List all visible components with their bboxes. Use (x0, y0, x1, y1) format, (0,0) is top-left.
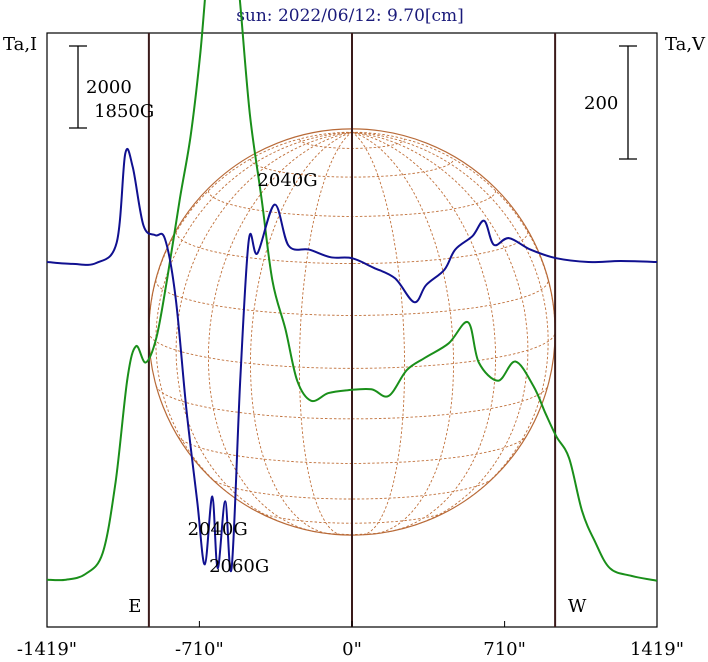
marker-label: W (568, 596, 587, 617)
annotation-label: 2040G (188, 519, 248, 540)
series-green-line (46, 0, 658, 582)
annotation-label: 1850G (94, 101, 154, 122)
longitude-line (351, 131, 497, 533)
annotations: 1850G 2040G 2040G 2060G (94, 101, 318, 577)
longitude-line (249, 131, 353, 535)
longitude-line (351, 131, 455, 535)
series-blue-line (46, 147, 658, 573)
scale-bar-label: 2000 (86, 77, 132, 98)
left-axis-label: Ta,I (3, 34, 37, 55)
annotation-label: 2060G (209, 556, 269, 577)
x-tick-label: 1419" (630, 639, 684, 660)
longitude-line (207, 131, 353, 533)
x-tick-label: 0" (342, 639, 362, 660)
longitude-line (351, 131, 406, 536)
scale-bars: 2000 200 (69, 45, 637, 160)
longitude-line (298, 131, 353, 536)
longitude-line (351, 131, 529, 526)
longitude-line (148, 131, 353, 333)
longitude-line (351, 131, 556, 333)
latitude-line (211, 478, 493, 500)
scale-bar-label: 200 (584, 93, 618, 114)
annotation-label: 2040G (257, 170, 317, 191)
x-tick-label: -710" (175, 639, 224, 660)
right-axis-label: Ta,V (665, 34, 706, 55)
series-layer (46, 0, 658, 582)
x-tick-label: -1419" (17, 639, 77, 660)
longitude-line (155, 131, 353, 500)
x-tick-label: 710" (483, 639, 526, 660)
chart-title: sun: 2022/06/12: 9.70[cm] (236, 6, 464, 26)
longitude-line (175, 131, 353, 526)
x-axis: -1419" -710" 0" 710" 1419" (17, 621, 684, 660)
longitude-line (351, 131, 549, 500)
marker-label: E (128, 596, 141, 617)
